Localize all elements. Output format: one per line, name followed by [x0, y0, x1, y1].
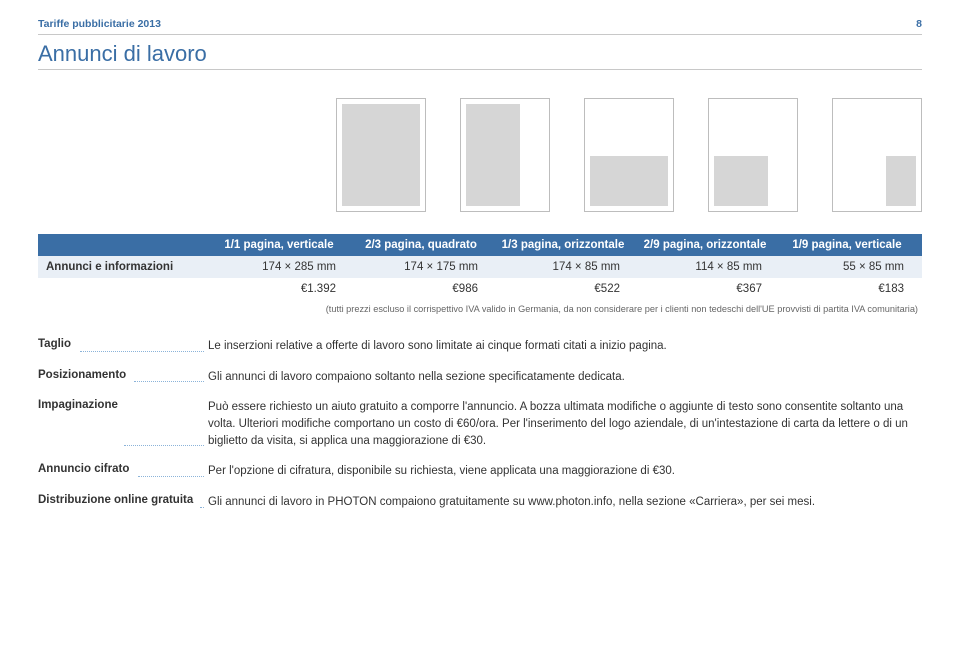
table-cell: 174 × 285 mm	[208, 261, 350, 273]
table-header-cell: 1/9 pagina, verticale	[776, 239, 918, 251]
info-block: Distribuzione online gratuitaGli annunci…	[38, 494, 922, 511]
info-list: TaglioLe inserzioni relative a offerte d…	[38, 338, 922, 511]
thumb-two-thirds	[460, 98, 550, 212]
thumb-full-page	[336, 98, 426, 212]
section-title: Annunci di lavoro	[38, 41, 922, 67]
info-row: Annuncio cifratoPer l'opzione di cifratu…	[38, 463, 922, 480]
table-cell: €183	[776, 283, 918, 295]
info-label: Posizionamento	[38, 369, 208, 386]
info-row: PosizionamentoGli annunci di lavoro comp…	[38, 369, 922, 386]
info-label: Impaginazione	[38, 399, 208, 449]
table-row: €1.392 €986 €522 €367 €183	[38, 278, 922, 300]
info-text: Le inserzioni relative a offerte di lavo…	[208, 338, 922, 355]
doc-title: Tariffe pubblicitarie 2013	[38, 18, 161, 30]
leader-dots	[200, 507, 204, 508]
page-number: 8	[916, 18, 922, 30]
title-underline	[38, 69, 922, 70]
table-cell: €986	[350, 283, 492, 295]
info-row: TaglioLe inserzioni relative a offerte d…	[38, 338, 922, 355]
thumb-one-third	[584, 98, 674, 212]
info-text: Gli annunci di lavoro in PHOTON compaion…	[208, 494, 922, 511]
table-cell: €522	[492, 283, 634, 295]
table-cell: 174 × 85 mm	[492, 261, 634, 273]
thumb-shade	[886, 156, 916, 206]
table-header-cell: 2/3 pagina, quadrato	[350, 239, 492, 251]
info-text: Può essere richiesto un aiuto gratuito a…	[208, 399, 922, 449]
page-header: Tariffe pubblicitarie 2013 8	[38, 18, 922, 35]
table-cell: 114 × 85 mm	[634, 261, 776, 273]
table-cell: Annunci e informazioni	[38, 261, 208, 273]
table-cell: €367	[634, 283, 776, 295]
table-header-row: 1/1 pagina, verticale 2/3 pagina, quadra…	[38, 234, 922, 256]
leader-dots	[80, 351, 204, 352]
table-cell: 174 × 175 mm	[350, 261, 492, 273]
leader-dots	[134, 381, 204, 382]
info-label: Annuncio cifrato	[38, 463, 208, 480]
leader-dots	[124, 445, 204, 446]
format-thumbnails	[218, 98, 922, 212]
info-label: Taglio	[38, 338, 208, 355]
table-header-cell: 2/9 pagina, orizzontale	[634, 239, 776, 251]
thumb-shade	[466, 104, 520, 206]
table-header-cell: 1/1 pagina, verticale	[208, 239, 350, 251]
info-text: Gli annunci di lavoro compaiono soltanto…	[208, 369, 922, 386]
thumb-shade	[714, 156, 768, 206]
table-cell: €1.392	[208, 283, 350, 295]
info-text: Per l'opzione di cifratura, disponibile …	[208, 463, 922, 480]
thumb-shade	[342, 104, 420, 206]
info-block: Annuncio cifratoPer l'opzione di cifratu…	[38, 463, 922, 480]
info-row: Distribuzione online gratuitaGli annunci…	[38, 494, 922, 511]
thumb-shade	[590, 156, 668, 206]
leader-dots	[138, 476, 204, 477]
info-block: ImpaginazionePuò essere richiesto un aiu…	[38, 399, 922, 449]
table-row: Annunci e informazioni 174 × 285 mm 174 …	[38, 256, 922, 278]
info-label: Distribuzione online gratuita	[38, 494, 208, 511]
vat-note: (tutti prezzi escluso il corrispettivo I…	[38, 304, 922, 314]
thumb-one-ninth	[832, 98, 922, 212]
info-block: TaglioLe inserzioni relative a offerte d…	[38, 338, 922, 355]
pricing-table: 1/1 pagina, verticale 2/3 pagina, quadra…	[38, 234, 922, 300]
info-block: PosizionamentoGli annunci di lavoro comp…	[38, 369, 922, 386]
info-row: ImpaginazionePuò essere richiesto un aiu…	[38, 399, 922, 449]
table-header-cell: 1/3 pagina, orizzontale	[492, 239, 634, 251]
table-cell: 55 × 85 mm	[776, 261, 918, 273]
thumb-two-ninths	[708, 98, 798, 212]
